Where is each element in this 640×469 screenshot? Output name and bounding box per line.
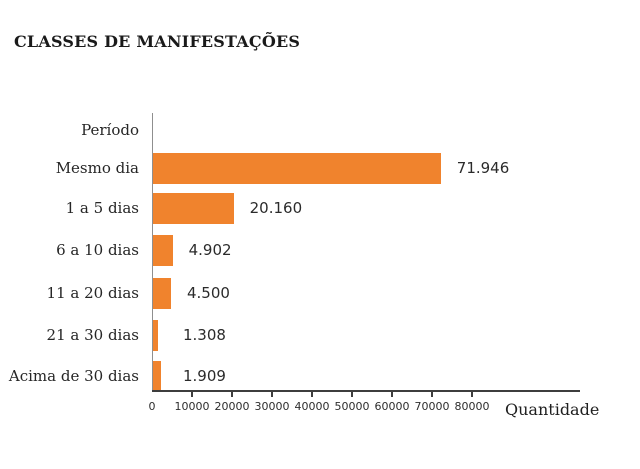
- x-axis-tick-mark: [471, 392, 473, 397]
- x-axis-tick-label: 10000: [174, 400, 210, 413]
- category-label: Mesmo dia: [55, 159, 139, 177]
- x-axis-tick-label: 40000: [294, 400, 330, 413]
- bar: [153, 278, 171, 309]
- x-axis-tick-mark: [311, 392, 313, 397]
- x-axis-tick-label: 30000: [254, 400, 290, 413]
- category-label: 6 a 10 dias: [56, 241, 139, 259]
- category-label: 1 a 5 dias: [65, 199, 139, 217]
- x-axis-tick-mark: [431, 392, 433, 397]
- y-axis-title: Período: [81, 121, 139, 139]
- value-label: 1.909: [183, 367, 226, 385]
- bar: [153, 153, 441, 184]
- x-axis-tick-label: 60000: [374, 400, 410, 413]
- value-label: 71.946: [456, 159, 510, 177]
- x-axis-tick-mark: [391, 392, 393, 397]
- value-label: 20.160: [249, 199, 303, 217]
- value-label: 4.902: [188, 241, 232, 259]
- bar: [153, 361, 161, 392]
- y-axis-line: [151, 113, 153, 391]
- value-label: 1.308: [183, 326, 226, 344]
- x-axis-line: [151, 390, 580, 392]
- x-axis-tick-mark: [231, 392, 233, 397]
- x-axis-tick-label: 80000: [454, 400, 490, 413]
- bar: [153, 235, 173, 266]
- x-axis-tick-mark: [271, 392, 273, 397]
- bar-chart-plot-area: Período Mesmo dia 71.946 1 a 5 dias 20.160 6 …: [9, 113, 599, 419]
- x-axis-tick-label: 70000: [414, 400, 450, 413]
- bar: [153, 320, 159, 351]
- x-axis-title: Quantidade: [505, 400, 600, 419]
- x-axis-tick-mark: [351, 392, 353, 397]
- category-label: 21 a 30 dias: [46, 326, 139, 344]
- x-axis-tick-label: 50000: [334, 400, 370, 413]
- x-axis-tick-mark: [191, 392, 193, 397]
- value-label: 4.500: [187, 284, 230, 302]
- chart-title: CLASSES DE MANIFESTAÇÕES: [14, 32, 301, 51]
- bar: [153, 193, 234, 224]
- category-label: 11 a 20 dias: [46, 284, 139, 302]
- x-axis-tick-label: 0: [148, 400, 156, 413]
- category-label: Acima de 30 dias: [8, 367, 139, 385]
- x-axis-tick-label: 20000: [214, 400, 250, 413]
